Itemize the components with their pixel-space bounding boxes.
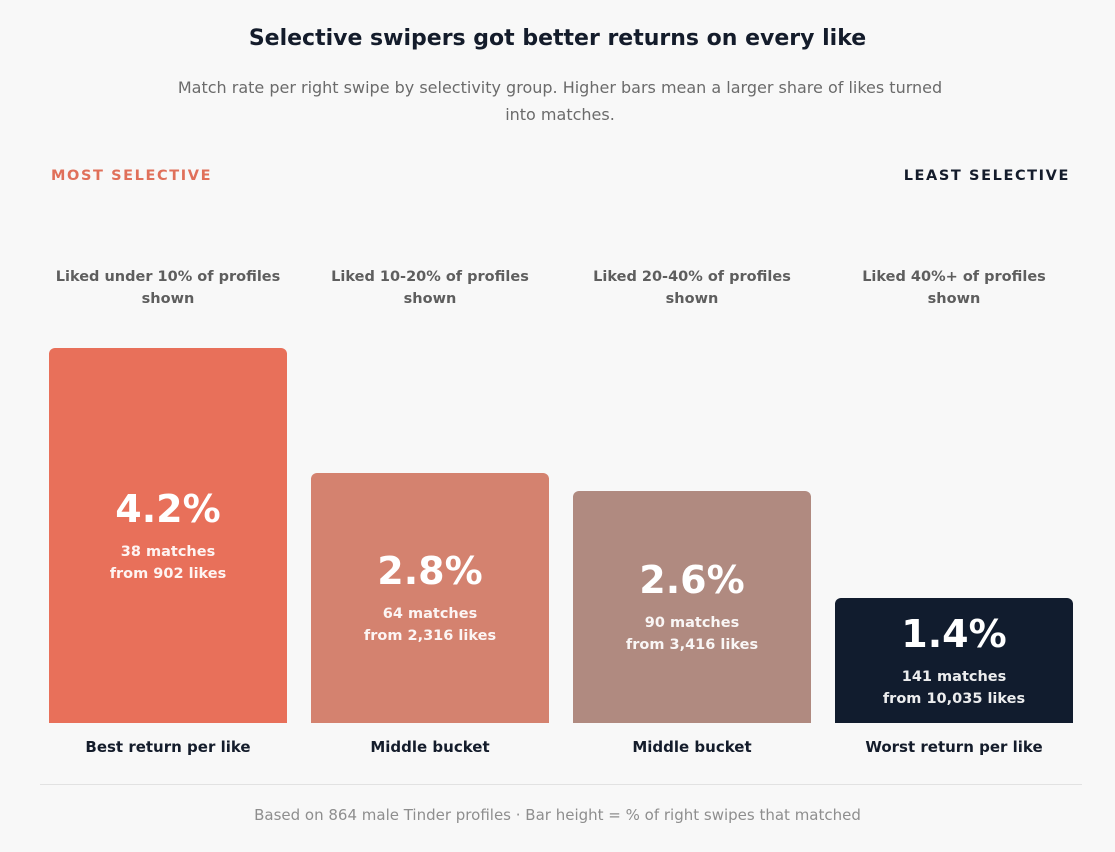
bar: 2.6% 90 matches from 3,416 likes: [573, 491, 811, 723]
category-label: Liked 20-40% of profiles shown: [593, 269, 791, 307]
bar: 2.8% 64 matches from 2,316 likes: [311, 473, 549, 723]
bar-detail: 64 matches from 2,316 likes: [364, 603, 496, 647]
bar: 4.2% 38 matches from 902 likes: [49, 348, 287, 723]
chart-subtitle: Match rate per right swipe by selectivit…: [177, 78, 943, 124]
bar-value-label: 2.6%: [639, 558, 745, 602]
bar-detail: 141 matches from 10,035 likes: [883, 666, 1025, 710]
bar: 1.4% 141 matches from 10,035 likes: [835, 598, 1073, 723]
return-label: Worst return per like: [865, 738, 1043, 756]
likes-count-label: from 3,416 likes: [625, 637, 759, 653]
return-label: Middle bucket: [370, 738, 490, 756]
divider: [40, 784, 1082, 785]
bar-detail: 90 matches from 3,416 likes: [626, 612, 758, 656]
matches-count-label: 141 matches: [901, 668, 1007, 685]
bar-value-label: 2.8%: [377, 549, 483, 593]
category-label: Liked 40%+ of profiles shown: [862, 269, 1046, 307]
bar-detail: 38 matches from 902 likes: [110, 541, 227, 585]
category-label: Liked 10-20% of profiles shown: [331, 269, 529, 307]
category-label: Liked under 10% of profiles shown: [55, 269, 281, 307]
footer-note: Based on 864 male Tinder profiles · Bar …: [254, 806, 861, 824]
least-selective-label: LEAST SELECTIVE: [903, 168, 1070, 184]
likes-count-label: from 2,316 likes: [363, 628, 497, 644]
chart-title: Selective swipers got better returns on …: [248, 26, 867, 51]
likes-count-label: from 902 likes: [109, 565, 227, 582]
matches-count-label: 90 matches: [644, 615, 740, 631]
return-label: Middle bucket: [632, 738, 752, 756]
bar-value-label: 4.2%: [115, 486, 221, 531]
matches-count-label: 38 matches: [120, 543, 216, 560]
bar-value-label: 1.4%: [901, 611, 1007, 656]
most-selective-label: MOST SELECTIVE: [51, 168, 213, 184]
matches-count-label: 64 matches: [382, 606, 478, 622]
return-label: Best return per like: [85, 738, 251, 756]
likes-count-label: from 10,035 likes: [882, 690, 1026, 707]
